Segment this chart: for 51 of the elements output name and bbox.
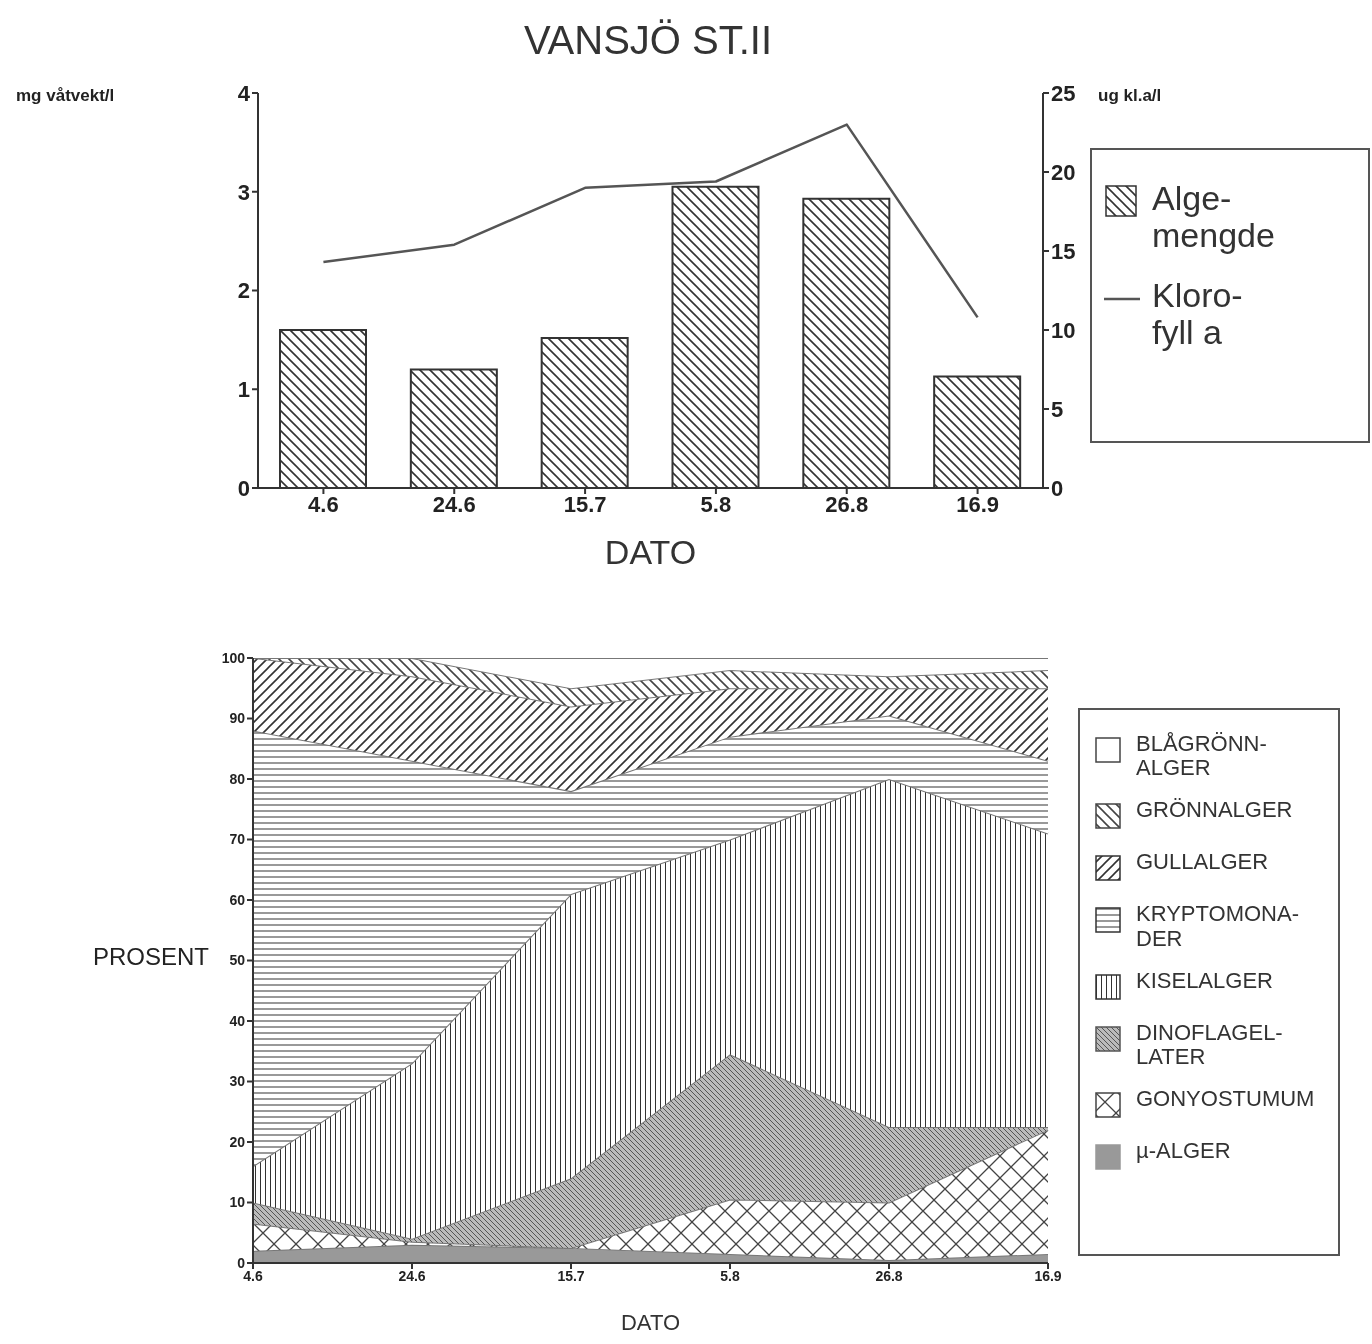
legend-label: KISELALGER [1136, 967, 1273, 993]
y-tick-label: 50 [229, 952, 246, 969]
y-tick-label: 40 [229, 1012, 246, 1029]
legend-label: Kloro-fyll a [1152, 275, 1243, 352]
x-tick-label: 24.6 [432, 491, 476, 517]
y2-tick-label: 15 [1051, 238, 1076, 264]
legend-label: µ-ALGER [1136, 1138, 1231, 1164]
y-tick-label: 10 [229, 1194, 246, 1211]
x-axis-title: DATO [619, 1310, 682, 1336]
x-tick-label: 4.6 [243, 1267, 263, 1284]
x-tick-label: 26.8 [875, 1267, 903, 1284]
y-tick-label: 0 [237, 1254, 246, 1271]
line-series [322, 123, 979, 319]
legend-label: GULLALGER [1136, 849, 1269, 875]
x-tick-label: 5.8 [720, 1267, 740, 1284]
y-tick-label: 100 [221, 649, 246, 666]
y-axis-title: PROSENT [93, 943, 210, 971]
chart-title: VANSJÖ ST.II [522, 18, 774, 63]
y-tick-label: 30 [229, 1073, 246, 1090]
legend-label: Alge-mengde [1152, 179, 1275, 255]
x-tick-label: 16.9 [1034, 1267, 1062, 1284]
x-tick-label: 16.9 [956, 491, 999, 517]
legend-label: DINOFLAGEL-LATER [1136, 1019, 1283, 1070]
y-tick-label: 20 [229, 1133, 246, 1150]
x-axis-title: DATO [603, 533, 698, 572]
x-tick-label: 15.7 [557, 1267, 585, 1284]
y-axis-title: mg våtvekt/l [16, 86, 115, 106]
y-tick-label: 90 [229, 710, 246, 727]
x-tick-label: 26.8 [825, 491, 869, 517]
x-tick-label: 4.6 [308, 491, 339, 517]
x-tick-label: 24.6 [398, 1267, 426, 1284]
legend-label: BLÅGRÖNN-ALGER [1136, 731, 1267, 781]
y-tick-label: 60 [229, 891, 246, 908]
y2-tick-label: 0 [1051, 475, 1064, 501]
y-tick-label: 70 [229, 831, 246, 848]
x-tick-label: 15.7 [563, 491, 607, 517]
y-tick-label: 0 [237, 475, 250, 501]
y2-tick-label: 25 [1051, 80, 1076, 106]
y-tick-label: 80 [229, 770, 246, 787]
y2-axis-title: ug kl.a/l [1098, 86, 1162, 106]
x-tick-label: 5.8 [700, 491, 732, 517]
legend-label: GRÖNNALGER [1136, 797, 1293, 823]
y-tick-label: 3 [237, 179, 250, 205]
y2-tick-label: 5 [1051, 396, 1064, 422]
y-tick-label: 4 [237, 80, 251, 106]
legend-label: GONYOSTUMUM [1136, 1086, 1315, 1112]
y-tick-label: 2 [237, 278, 250, 304]
legend-label: KRYPTOMONA-DER [1136, 901, 1299, 951]
y-tick-label: 1 [237, 377, 250, 403]
y2-tick-label: 10 [1051, 317, 1076, 343]
y2-tick-label: 20 [1051, 159, 1076, 185]
